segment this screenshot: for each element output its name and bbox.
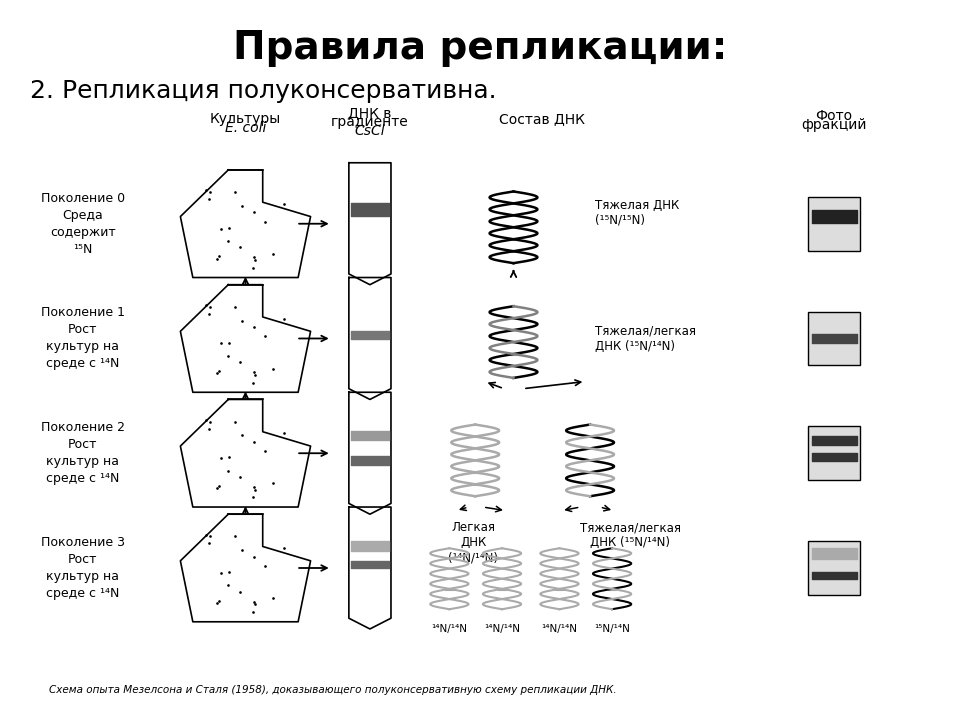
Text: Культуры: Культуры	[210, 112, 281, 126]
Text: Фото: Фото	[816, 109, 852, 123]
Text: ¹⁵N/¹⁴N: ¹⁵N/¹⁴N	[594, 624, 630, 634]
Polygon shape	[180, 170, 311, 277]
Text: CsCl: CsCl	[354, 124, 385, 138]
FancyBboxPatch shape	[808, 541, 860, 595]
Text: Правила репликации:: Правила репликации:	[233, 29, 727, 67]
Text: градиенте: градиенте	[331, 115, 409, 129]
Text: ДНК в: ДНК в	[348, 107, 392, 120]
Text: Поколение 2
Рост
культур на
среде с ¹⁴N: Поколение 2 Рост культур на среде с ¹⁴N	[40, 421, 125, 485]
Text: ¹⁴N/¹⁴N: ¹⁴N/¹⁴N	[541, 624, 578, 634]
Text: ¹⁴N/¹⁴N: ¹⁴N/¹⁴N	[484, 624, 520, 634]
Polygon shape	[180, 514, 311, 622]
Polygon shape	[180, 284, 311, 392]
Polygon shape	[348, 392, 391, 514]
Text: Поколение 0
Среда
содержит
¹⁵N: Поколение 0 Среда содержит ¹⁵N	[40, 192, 125, 256]
Text: Тяжелая/легкая
ДНК (¹⁵N/¹⁴N): Тяжелая/легкая ДНК (¹⁵N/¹⁴N)	[595, 325, 696, 353]
Polygon shape	[348, 163, 391, 284]
Polygon shape	[180, 400, 311, 507]
Text: Состав ДНК: Состав ДНК	[499, 112, 586, 126]
Text: Тяжелая ДНК
(¹⁵N/¹⁵N): Тяжелая ДНК (¹⁵N/¹⁵N)	[595, 199, 679, 227]
FancyBboxPatch shape	[808, 312, 860, 365]
Text: Поколение 3
Рост
культур на
среде с ¹⁴N: Поколение 3 Рост культур на среде с ¹⁴N	[40, 536, 125, 600]
Text: E. coli: E. coli	[225, 121, 266, 135]
Text: Легкая
ДНК
(¹⁴N/¹⁴N): Легкая ДНК (¹⁴N/¹⁴N)	[448, 521, 498, 564]
FancyBboxPatch shape	[808, 197, 860, 251]
Text: 2. Репликация полуконсервативна.: 2. Репликация полуконсервативна.	[30, 79, 496, 103]
Text: ¹⁴N/¹⁴N: ¹⁴N/¹⁴N	[431, 624, 468, 634]
FancyBboxPatch shape	[808, 426, 860, 480]
Polygon shape	[348, 507, 391, 629]
Text: Поколение 1
Рост
культур на
среде с ¹⁴N: Поколение 1 Рост культур на среде с ¹⁴N	[40, 307, 125, 371]
Text: Схема опыта Мезелсона и Сталя (1958), доказывающего полуконсервативную схему реп: Схема опыта Мезелсона и Сталя (1958), до…	[49, 685, 617, 695]
Polygon shape	[348, 277, 391, 400]
Text: фракций: фракций	[802, 118, 867, 132]
Text: Тяжелая/легкая
ДНК (¹⁵N/¹⁴N): Тяжелая/легкая ДНК (¹⁵N/¹⁴N)	[580, 521, 681, 549]
